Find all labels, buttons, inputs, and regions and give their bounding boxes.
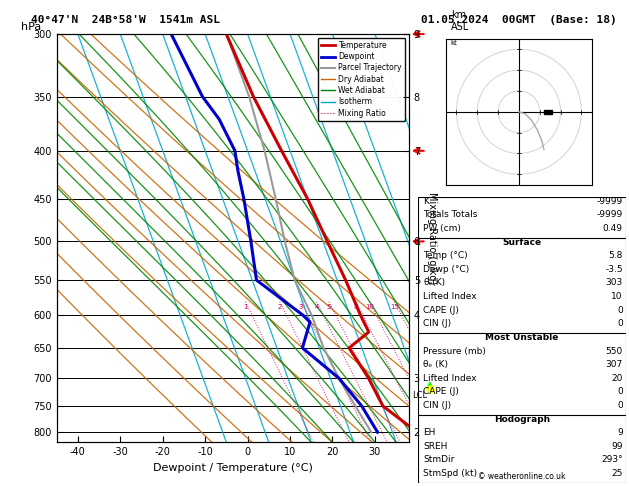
Text: 5: 5 [326, 304, 331, 310]
Text: hPa: hPa [21, 22, 42, 32]
Text: 20: 20 [611, 374, 623, 383]
Text: 9: 9 [617, 428, 623, 437]
Text: Most Unstable: Most Unstable [486, 333, 559, 342]
Text: EH: EH [423, 428, 436, 437]
Text: -9999: -9999 [596, 210, 623, 220]
Text: 99: 99 [611, 442, 623, 451]
Text: θₑ (K): θₑ (K) [423, 360, 448, 369]
Text: PW (cm): PW (cm) [423, 224, 461, 233]
Text: kt: kt [450, 40, 457, 46]
Text: CIN (J): CIN (J) [423, 401, 452, 410]
Text: 25: 25 [611, 469, 623, 478]
Text: 10: 10 [365, 304, 374, 310]
Text: 0: 0 [617, 401, 623, 410]
Text: Lifted Index: Lifted Index [423, 292, 477, 301]
Text: StmDir: StmDir [423, 455, 455, 465]
Text: 0.49: 0.49 [603, 224, 623, 233]
Text: SREH: SREH [423, 442, 448, 451]
Text: K: K [423, 197, 429, 206]
Text: 550: 550 [606, 347, 623, 356]
Text: 307: 307 [606, 360, 623, 369]
Text: Pressure (mb): Pressure (mb) [423, 347, 486, 356]
Text: 8: 8 [353, 304, 359, 310]
Text: θₑ(K): θₑ(K) [423, 278, 445, 288]
Legend: Temperature, Dewpoint, Parcel Trajectory, Dry Adiabat, Wet Adiabat, Isotherm, Mi: Temperature, Dewpoint, Parcel Trajectory… [318, 38, 405, 121]
X-axis label: Dewpoint / Temperature (°C): Dewpoint / Temperature (°C) [153, 463, 313, 473]
Text: 15: 15 [390, 304, 399, 310]
Text: 0: 0 [617, 306, 623, 315]
Text: Dewp (°C): Dewp (°C) [423, 265, 470, 274]
Text: 2: 2 [277, 304, 282, 310]
Text: Hodograph: Hodograph [494, 415, 550, 424]
Text: 3: 3 [299, 304, 303, 310]
Text: © weatheronline.co.uk: © weatheronline.co.uk [478, 472, 566, 481]
Text: LCL: LCL [413, 391, 428, 399]
Text: 5.8: 5.8 [608, 251, 623, 260]
Y-axis label: Mixing Ratio (g/kg): Mixing Ratio (g/kg) [426, 192, 437, 284]
Text: CIN (J): CIN (J) [423, 319, 452, 329]
Text: km
ASL: km ASL [451, 10, 469, 32]
Text: Totals Totals: Totals Totals [423, 210, 477, 220]
Text: Temp (°C): Temp (°C) [423, 251, 468, 260]
Text: Surface: Surface [503, 238, 542, 247]
Text: 10: 10 [611, 292, 623, 301]
Text: 303: 303 [606, 278, 623, 288]
Text: StmSpd (kt): StmSpd (kt) [423, 469, 477, 478]
Text: 40°47'N  24B°58'W  1541m ASL: 40°47'N 24B°58'W 1541m ASL [31, 15, 220, 25]
Text: 1: 1 [243, 304, 248, 310]
Text: 293°: 293° [601, 455, 623, 465]
Text: -9999: -9999 [596, 197, 623, 206]
Text: -3.5: -3.5 [605, 265, 623, 274]
Text: CAPE (J): CAPE (J) [423, 306, 459, 315]
Text: 0: 0 [617, 319, 623, 329]
Text: 01.05.2024  00GMT  (Base: 18): 01.05.2024 00GMT (Base: 18) [421, 15, 617, 25]
Text: Lifted Index: Lifted Index [423, 374, 477, 383]
Text: 0: 0 [617, 387, 623, 397]
Text: CAPE (J): CAPE (J) [423, 387, 459, 397]
Text: 4: 4 [314, 304, 319, 310]
